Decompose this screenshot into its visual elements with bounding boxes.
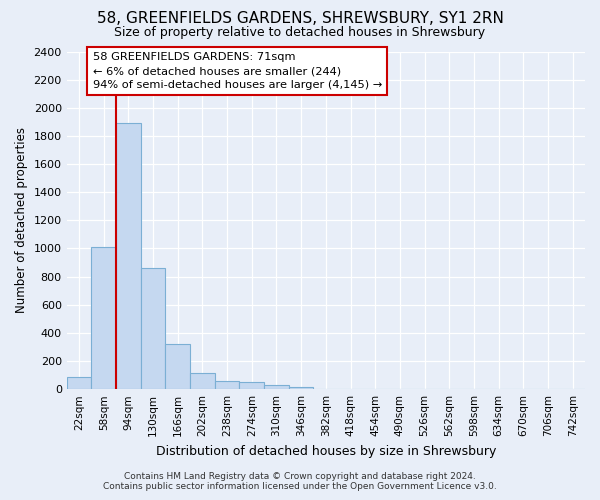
Bar xyxy=(116,124,141,389)
Y-axis label: Number of detached properties: Number of detached properties xyxy=(15,128,28,314)
Bar xyxy=(289,386,313,389)
Bar xyxy=(141,268,166,389)
Bar xyxy=(239,382,264,389)
Bar xyxy=(215,381,239,389)
Text: 58 GREENFIELDS GARDENS: 71sqm
← 6% of detached houses are smaller (244)
94% of s: 58 GREENFIELDS GARDENS: 71sqm ← 6% of de… xyxy=(92,52,382,90)
Bar xyxy=(91,247,116,389)
Bar xyxy=(67,376,91,389)
Text: Size of property relative to detached houses in Shrewsbury: Size of property relative to detached ho… xyxy=(115,26,485,39)
Bar xyxy=(166,344,190,389)
Bar xyxy=(264,385,289,389)
X-axis label: Distribution of detached houses by size in Shrewsbury: Distribution of detached houses by size … xyxy=(155,444,496,458)
Text: Contains HM Land Registry data © Crown copyright and database right 2024.
Contai: Contains HM Land Registry data © Crown c… xyxy=(103,472,497,491)
Text: 58, GREENFIELDS GARDENS, SHREWSBURY, SY1 2RN: 58, GREENFIELDS GARDENS, SHREWSBURY, SY1… xyxy=(97,11,503,26)
Bar xyxy=(190,373,215,389)
